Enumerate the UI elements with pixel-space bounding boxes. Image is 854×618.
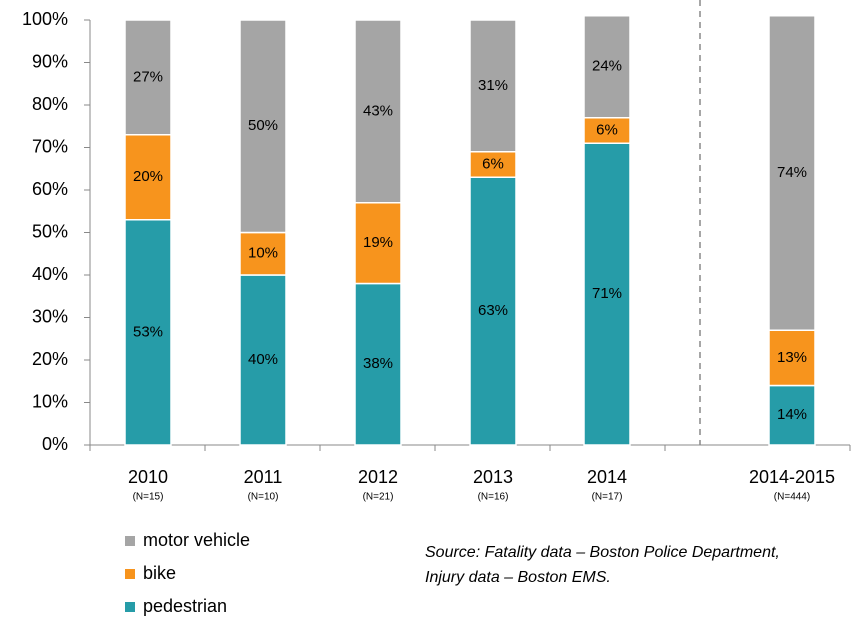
x-tick-label: 2014-2015 [749, 467, 835, 487]
bar-segment [768, 384, 816, 446]
bar-segment [583, 15, 631, 119]
x-tick-note: (N=10) [248, 492, 279, 503]
bar-segment [583, 142, 631, 446]
bar-segment [354, 202, 402, 285]
x-tick-label: 2010 [128, 467, 168, 487]
bar-segment [239, 19, 287, 234]
legend-swatch [125, 602, 135, 612]
legend-swatch [125, 569, 135, 579]
bar-segment [768, 15, 816, 331]
x-tick-label: 2013 [473, 467, 513, 487]
value-label: 13% [777, 349, 807, 366]
x-tick-note: (N=21) [363, 492, 394, 503]
value-label: 19% [363, 234, 393, 251]
value-label: 6% [482, 155, 504, 172]
legend-label: motor vehicle [143, 530, 250, 550]
value-label: 53% [133, 323, 163, 340]
value-label: 74% [777, 164, 807, 181]
legend-label: pedestrian [143, 596, 227, 616]
y-tick-label: 30% [32, 306, 68, 326]
value-label: 63% [478, 302, 508, 319]
y-tick-label: 0% [42, 434, 68, 454]
bar-segment [469, 151, 517, 178]
y-tick-label: 40% [32, 264, 68, 284]
x-tick-note: (N=16) [478, 492, 509, 503]
bar-segment [124, 219, 172, 446]
value-label: 43% [363, 102, 393, 119]
y-tick-label: 90% [32, 51, 68, 71]
bar-segment [239, 231, 287, 276]
x-tick-label: 2012 [358, 467, 398, 487]
value-label: 27% [133, 68, 163, 85]
value-label: 20% [133, 168, 163, 185]
bar-segment [124, 19, 172, 136]
legend-swatch [125, 536, 135, 546]
x-tick-label: 2011 [244, 467, 283, 487]
bar-segment [354, 19, 402, 204]
y-tick-label: 50% [32, 221, 68, 241]
value-label: 50% [248, 117, 278, 134]
x-tick-label: 2014 [587, 467, 627, 487]
x-tick-note: (N=17) [592, 492, 623, 503]
value-label: 14% [777, 406, 807, 423]
bar-segment [469, 19, 517, 153]
bar-segment [124, 134, 172, 221]
source-line: Source: Fatality data – Boston Police De… [425, 544, 780, 561]
x-tick-note: (N=444) [774, 492, 810, 503]
value-label: 71% [592, 285, 622, 302]
value-label: 10% [248, 245, 278, 262]
x-tick-note: (N=15) [133, 492, 164, 503]
y-tick-label: 60% [32, 179, 68, 199]
y-tick-label: 80% [32, 94, 68, 114]
source-line: Injury data – Boston EMS. [425, 569, 611, 586]
bar-segment [469, 176, 517, 446]
y-tick-label: 70% [32, 136, 68, 156]
value-label: 31% [478, 77, 508, 94]
value-label: 24% [592, 58, 622, 75]
y-tick-label: 100% [22, 9, 68, 29]
value-label: 38% [363, 355, 393, 372]
bar-segment [354, 282, 402, 446]
value-label: 6% [596, 121, 618, 138]
bar-segment [583, 117, 631, 144]
y-tick-label: 20% [32, 349, 68, 369]
value-label: 40% [248, 351, 278, 368]
bar-segment [239, 274, 287, 446]
legend-label: bike [143, 563, 176, 583]
y-tick-label: 10% [32, 391, 68, 411]
